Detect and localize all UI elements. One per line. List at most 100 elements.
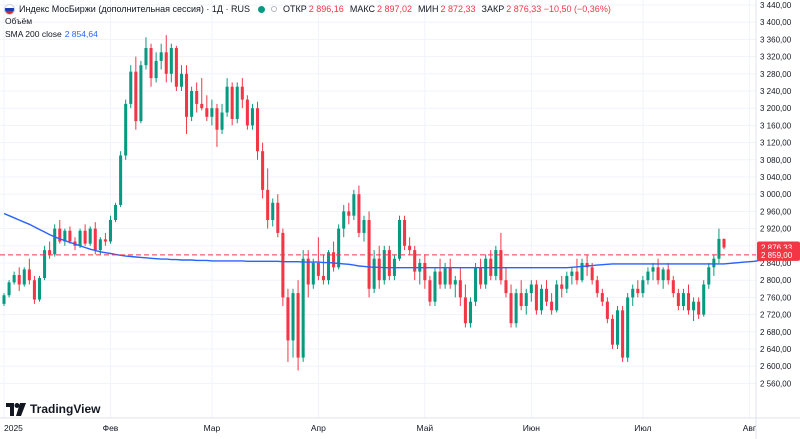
x-tick-label: Авг bbox=[743, 423, 756, 433]
candle-body bbox=[560, 284, 564, 289]
candle-body bbox=[93, 228, 97, 251]
tradingview-logo[interactable]: TradingView bbox=[6, 402, 100, 416]
candle-body bbox=[453, 280, 457, 285]
chart-header: Индекс МосБиржи (дополнительная сессия) … bbox=[0, 0, 617, 18]
circle-icon bbox=[271, 6, 278, 12]
candle-body bbox=[671, 280, 675, 294]
candle-body bbox=[103, 239, 107, 242]
symbol-title[interactable]: Индекс МосБиржи (дополнительная сессия) … bbox=[19, 4, 251, 14]
close-value: 2 876,33 −10,50 (−0,36%) bbox=[506, 4, 611, 14]
candle-body bbox=[352, 194, 356, 216]
close-label: ЗАКР bbox=[481, 4, 505, 14]
candle-body bbox=[413, 250, 417, 272]
candle-body bbox=[616, 310, 620, 345]
sma-label: SMA 200 close bbox=[5, 29, 62, 39]
x-tick-label: Июн bbox=[523, 423, 540, 433]
candle-body bbox=[397, 220, 402, 259]
candle-body bbox=[78, 230, 82, 246]
volume-legend[interactable]: Объём bbox=[5, 16, 33, 26]
y-tick-label: 2 920,00 bbox=[760, 225, 792, 234]
x-tick-label: Июл bbox=[634, 423, 651, 433]
price-line-badge: 2 859,00 bbox=[761, 251, 793, 260]
candle-body bbox=[271, 202, 275, 220]
candle-body bbox=[245, 99, 249, 126]
candle-body bbox=[600, 293, 604, 302]
candle-body bbox=[215, 108, 219, 130]
candle-body bbox=[692, 301, 696, 311]
y-tick-label: 3 240,00 bbox=[760, 87, 792, 96]
candle-body bbox=[575, 271, 579, 281]
candle-body bbox=[88, 228, 92, 244]
candle-body bbox=[712, 258, 716, 268]
candle-body bbox=[210, 108, 214, 117]
y-tick-label: 3 040,00 bbox=[760, 173, 792, 182]
candle-body bbox=[347, 211, 351, 216]
candle-body bbox=[129, 71, 133, 104]
y-tick-label: 2 720,00 bbox=[760, 311, 792, 320]
candle-body bbox=[722, 238, 726, 248]
candle-body bbox=[321, 275, 325, 281]
y-tick-label: 2 800,00 bbox=[760, 276, 792, 285]
y-tick-label: 3 280,00 bbox=[760, 70, 792, 79]
candle-body bbox=[468, 301, 472, 324]
candle-body bbox=[114, 204, 118, 220]
y-tick-label: 3 200,00 bbox=[760, 104, 792, 113]
price-line-badge-bg bbox=[757, 248, 800, 261]
candle-body bbox=[372, 258, 376, 289]
candle-body bbox=[63, 230, 67, 242]
x-tick-label: Фев bbox=[103, 423, 119, 433]
candle-body bbox=[448, 267, 452, 285]
candle-body bbox=[2, 295, 6, 304]
x-tick-label: 2025 bbox=[4, 423, 23, 433]
candle-body bbox=[382, 250, 386, 281]
candle-body bbox=[595, 280, 599, 294]
candle-body bbox=[250, 108, 254, 126]
y-axis: 2 560,00 2 600,00 2 640,00 2 680,00 2 720,00… bbox=[760, 1, 792, 388]
y-tick-label: 2 680,00 bbox=[760, 328, 792, 337]
candle-body bbox=[362, 220, 366, 233]
candle-body bbox=[220, 112, 224, 130]
candle-body bbox=[332, 252, 336, 268]
y-tick-label: 3 320,00 bbox=[760, 53, 792, 62]
candle-body bbox=[377, 258, 381, 281]
y-tick-label: 2 640,00 bbox=[760, 345, 792, 354]
candle-body bbox=[433, 271, 437, 302]
candle-body bbox=[164, 52, 168, 74]
candle-body bbox=[661, 269, 665, 281]
candle-body bbox=[570, 271, 574, 276]
candle-body bbox=[43, 250, 47, 279]
candle-body bbox=[124, 103, 128, 156]
candle-body bbox=[159, 52, 163, 61]
candle-body bbox=[494, 250, 498, 276]
candle-body bbox=[590, 267, 594, 281]
candle-body bbox=[479, 267, 483, 285]
low-value: 2 872,33 bbox=[440, 4, 476, 14]
last-price-badge: 2 876,33 bbox=[761, 244, 793, 253]
y-tick-label: 3 160,00 bbox=[760, 121, 792, 130]
candle-body bbox=[514, 293, 518, 324]
candle-body bbox=[565, 275, 569, 289]
candle-body bbox=[636, 288, 640, 294]
candle-body bbox=[626, 297, 630, 358]
candle-body bbox=[438, 271, 442, 285]
candle-body bbox=[266, 189, 270, 220]
candle-body bbox=[428, 280, 432, 302]
candle-body bbox=[286, 297, 290, 341]
sma-legend[interactable]: SMA 200 close 2 854,64 bbox=[5, 29, 98, 39]
candle-body bbox=[169, 48, 173, 74]
candle-body bbox=[484, 258, 488, 285]
high-label: МАКС bbox=[349, 4, 375, 14]
candle-body bbox=[306, 258, 310, 285]
y-tick-label: 2 960,00 bbox=[760, 207, 792, 216]
candle-body bbox=[32, 280, 36, 300]
candle-body bbox=[139, 65, 143, 122]
candle-body bbox=[48, 250, 52, 255]
candle-body bbox=[240, 86, 244, 100]
candle-body bbox=[225, 86, 229, 113]
candle-body bbox=[281, 232, 285, 298]
candle-body bbox=[580, 263, 584, 281]
candle-body bbox=[707, 267, 711, 285]
x-tick-label: Май bbox=[417, 423, 434, 433]
candle-body bbox=[651, 267, 655, 272]
